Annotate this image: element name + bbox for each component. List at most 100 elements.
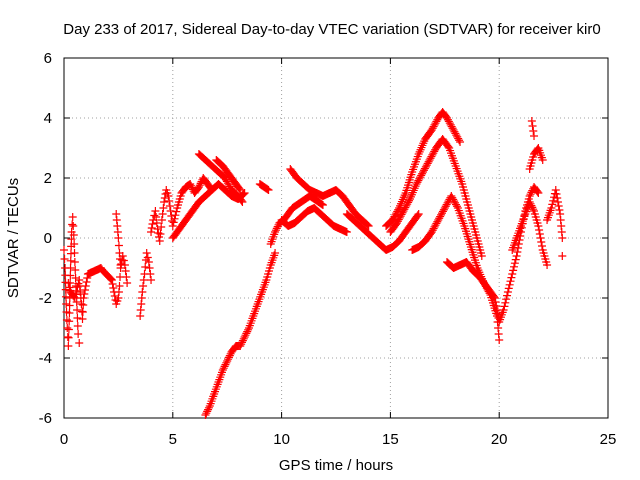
- data-point-interp: [363, 221, 372, 230]
- data-point-interp: [68, 220, 77, 229]
- data-point: [153, 225, 162, 233]
- data-point: [490, 294, 499, 302]
- data-point-interp: [503, 291, 512, 300]
- data-point-interp: [432, 219, 441, 228]
- data-point-interp: [396, 212, 405, 221]
- data-point-interp: [439, 205, 448, 214]
- data-point-interp: [435, 214, 444, 223]
- data-point-interp: [505, 280, 514, 289]
- data-point-interp: [450, 197, 459, 206]
- data-point-interp: [421, 162, 430, 171]
- data-point-interp: [143, 253, 152, 262]
- data-point: [534, 222, 543, 230]
- data-point-interp: [453, 132, 462, 141]
- data-point: [64, 342, 73, 350]
- data-point-interp: [419, 166, 428, 175]
- data-point-interp: [448, 124, 457, 133]
- data-point-interp: [428, 124, 437, 133]
- data-point-interp: [443, 115, 452, 124]
- data-point-interp: [438, 209, 447, 218]
- data-point-interp: [429, 224, 438, 233]
- data-point-interp: [73, 322, 82, 330]
- data-point-interp: [431, 119, 440, 128]
- data-point-interp: [449, 195, 458, 204]
- data-point-interp: [82, 278, 91, 286]
- data-point-interp: [429, 122, 438, 131]
- data-point-interp: [509, 266, 518, 275]
- data-point-interp: [171, 211, 180, 220]
- data-point-interp: [139, 282, 148, 290]
- y-ticks: -6 -4 -2 0 2 4 6: [39, 50, 608, 427]
- data-point-interp: [430, 120, 439, 129]
- data-point: [558, 252, 567, 260]
- data-point-interp: [507, 273, 516, 282]
- data-point: [63, 324, 72, 332]
- data-point-interp: [83, 274, 92, 282]
- data-point: [318, 201, 327, 209]
- data-point-interp: [66, 256, 75, 265]
- data-point-interp: [72, 286, 81, 295]
- data-point-interp: [398, 208, 407, 217]
- data-point-interp: [224, 180, 233, 189]
- data-point: [218, 366, 227, 374]
- data-point-interp: [239, 334, 248, 343]
- data-point-interp: [145, 264, 154, 272]
- data-point-interp: [529, 205, 538, 214]
- data-point-interp: [243, 327, 252, 336]
- data-point-interp: [528, 122, 537, 130]
- data-point-interp: [433, 217, 442, 226]
- data-point-interp: [237, 340, 246, 349]
- data-point: [558, 234, 567, 242]
- data-point-interp: [511, 255, 520, 264]
- data-point-interp: [152, 219, 161, 227]
- data-point: [138, 288, 147, 296]
- data-point: [534, 189, 543, 197]
- data-point-interp: [69, 222, 78, 230]
- data-point: [399, 207, 408, 215]
- data-point-interp: [400, 205, 409, 214]
- data-point-interp: [152, 213, 161, 221]
- y-axis-label: SDTVAR / TECUs: [5, 178, 22, 298]
- data-point: [107, 276, 116, 284]
- chart-title: Day 233 of 2017, Sidereal Day-to-day VTE…: [63, 21, 600, 38]
- data-point-interp: [219, 364, 228, 373]
- data-point-interp: [405, 196, 414, 205]
- data-point: [530, 132, 539, 140]
- data-point-interp: [79, 301, 88, 309]
- data-point: [512, 252, 521, 260]
- data-point-interp: [224, 353, 233, 362]
- data-point-interp: [423, 159, 432, 168]
- data-point-interp: [393, 217, 402, 226]
- data-point-interp: [63, 333, 72, 341]
- data-point: [114, 234, 123, 242]
- data-point: [427, 126, 436, 134]
- data-point-interp: [436, 212, 445, 221]
- data-point-interp: [446, 120, 455, 129]
- data-point-interp: [548, 200, 557, 209]
- data-point: [264, 186, 273, 194]
- data-point-interp: [454, 134, 463, 143]
- data-point-interp: [394, 215, 403, 224]
- data-point: [236, 342, 245, 350]
- data-point: [75, 339, 84, 347]
- data-point: [223, 357, 232, 365]
- data-point-interp: [553, 198, 562, 206]
- series-tracks_mid: [168, 150, 373, 248]
- data-point-interp: [65, 317, 74, 326]
- data-point-interp: [426, 154, 435, 163]
- data-point-interp: [535, 226, 544, 234]
- data-point-interp: [203, 407, 212, 416]
- data-point-interp: [239, 189, 248, 198]
- data-point-interp: [70, 240, 79, 248]
- data-point: [62, 300, 71, 308]
- data-point-interp: [78, 308, 87, 316]
- data-point-interp: [500, 302, 509, 311]
- data-point: [240, 333, 249, 341]
- data-point-interp: [431, 221, 440, 230]
- data-point-interp: [71, 274, 80, 282]
- data-point-interp: [437, 210, 446, 219]
- data-point-interp: [444, 117, 453, 126]
- y-tick-label: -4: [39, 350, 52, 367]
- data-point: [69, 231, 78, 239]
